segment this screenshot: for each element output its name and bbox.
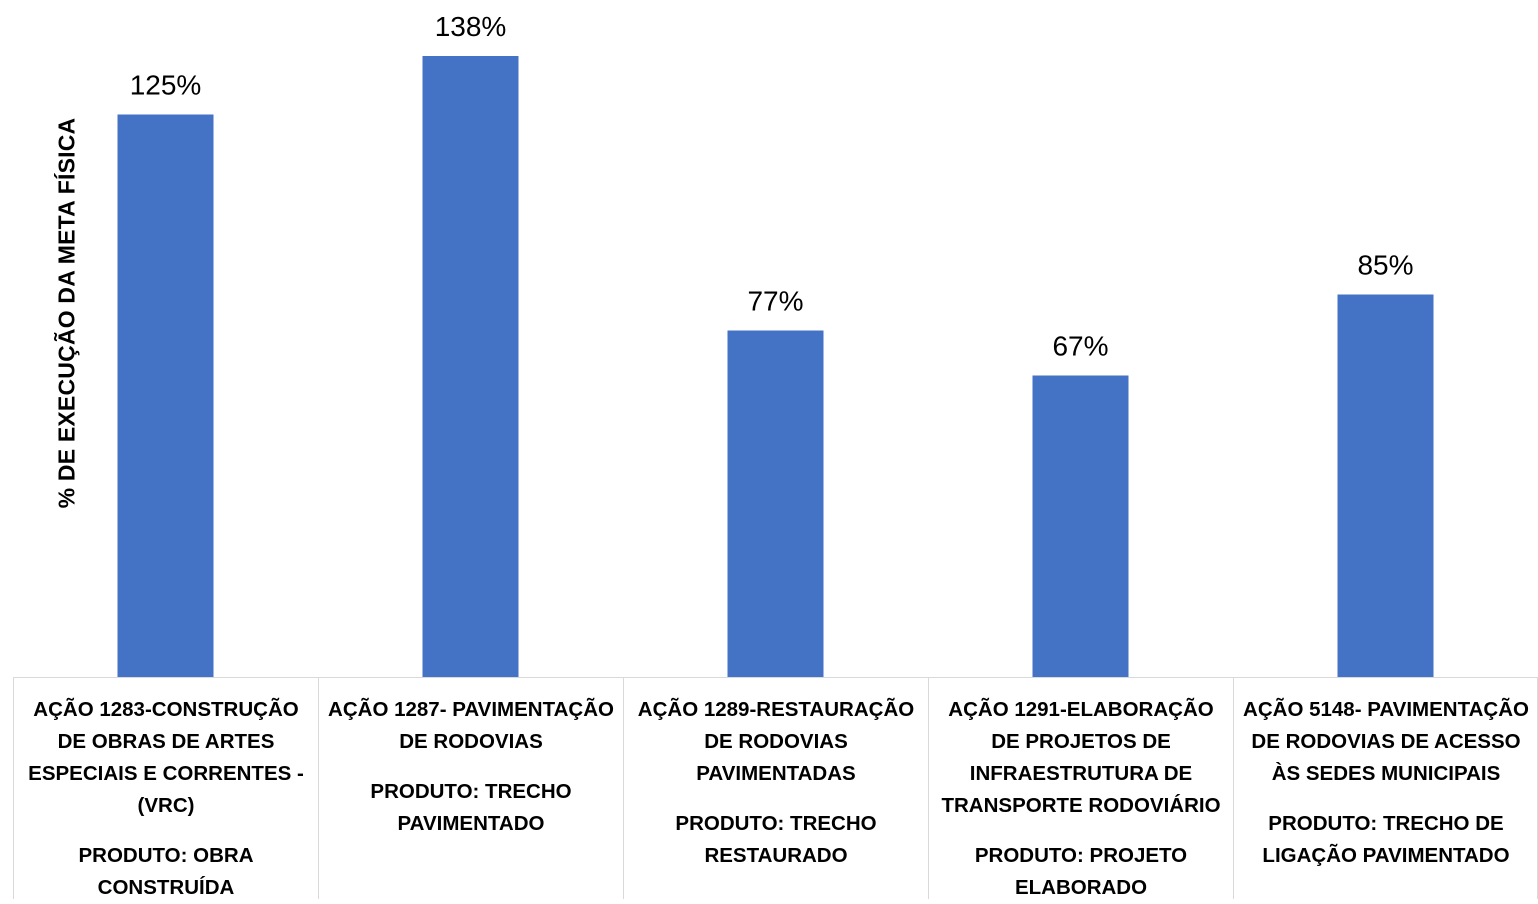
category-product: PRODUTO: TRECHO DE LIGAÇÃO PAVIMENTADO (1262, 812, 1510, 867)
category-cell-4: AÇÃO 1291-ELABORAÇÃO DE PROJETOS DE INFR… (928, 678, 1233, 899)
category-product: PRODUTO: OBRA CONSTRUÍDA (78, 844, 254, 899)
category-cell-1: AÇÃO 1283-CONSTRUÇÃO DE OBRAS DE ARTES E… (13, 678, 318, 899)
category-cell-3: AÇÃO 1289-RESTAURAÇÃO DE RODOVIAS PAVIME… (623, 678, 928, 899)
bar-3 (727, 330, 824, 677)
y-axis-label: % DE EXECUÇÃO DA META FÍSICA (53, 117, 80, 509)
bar-2 (422, 56, 519, 677)
data-label-5: 85% (1357, 250, 1413, 281)
category-label: AÇÃO 1283-CONSTRUÇÃO DE OBRAS DE ARTES E… (28, 698, 304, 817)
bar-5 (1337, 294, 1434, 677)
data-label-4: 67% (1052, 331, 1108, 362)
category-cell-2: AÇÃO 1287- PAVIMENTAÇÃO DE RODOVIAS PROD… (318, 678, 623, 899)
bar-1 (117, 114, 214, 677)
category-product: PRODUTO: TRECHO PAVIMENTADO (370, 780, 572, 835)
category-cell-5: AÇÃO 5148- PAVIMENTAÇÃO DE RODOVIAS DE A… (1233, 678, 1538, 899)
category-product: PRODUTO: TRECHO RESTAURADO (675, 812, 877, 867)
category-label: AÇÃO 1291-ELABORAÇÃO DE PROJETOS DE INFR… (941, 698, 1221, 817)
category-label: AÇÃO 1289-RESTAURAÇÃO DE RODOVIAS PAVIME… (637, 698, 915, 785)
data-label-1: 125% (130, 70, 202, 101)
category-label: AÇÃO 5148- PAVIMENTAÇÃO DE RODOVIAS DE A… (1243, 698, 1529, 785)
data-label-3: 77% (747, 286, 803, 317)
data-label-2: 138% (435, 11, 507, 42)
category-label: AÇÃO 1287- PAVIMENTAÇÃO DE RODOVIAS (328, 698, 614, 753)
category-product: PRODUTO: PROJETO ELABORADO (974, 844, 1188, 899)
bar-4 (1032, 375, 1129, 677)
